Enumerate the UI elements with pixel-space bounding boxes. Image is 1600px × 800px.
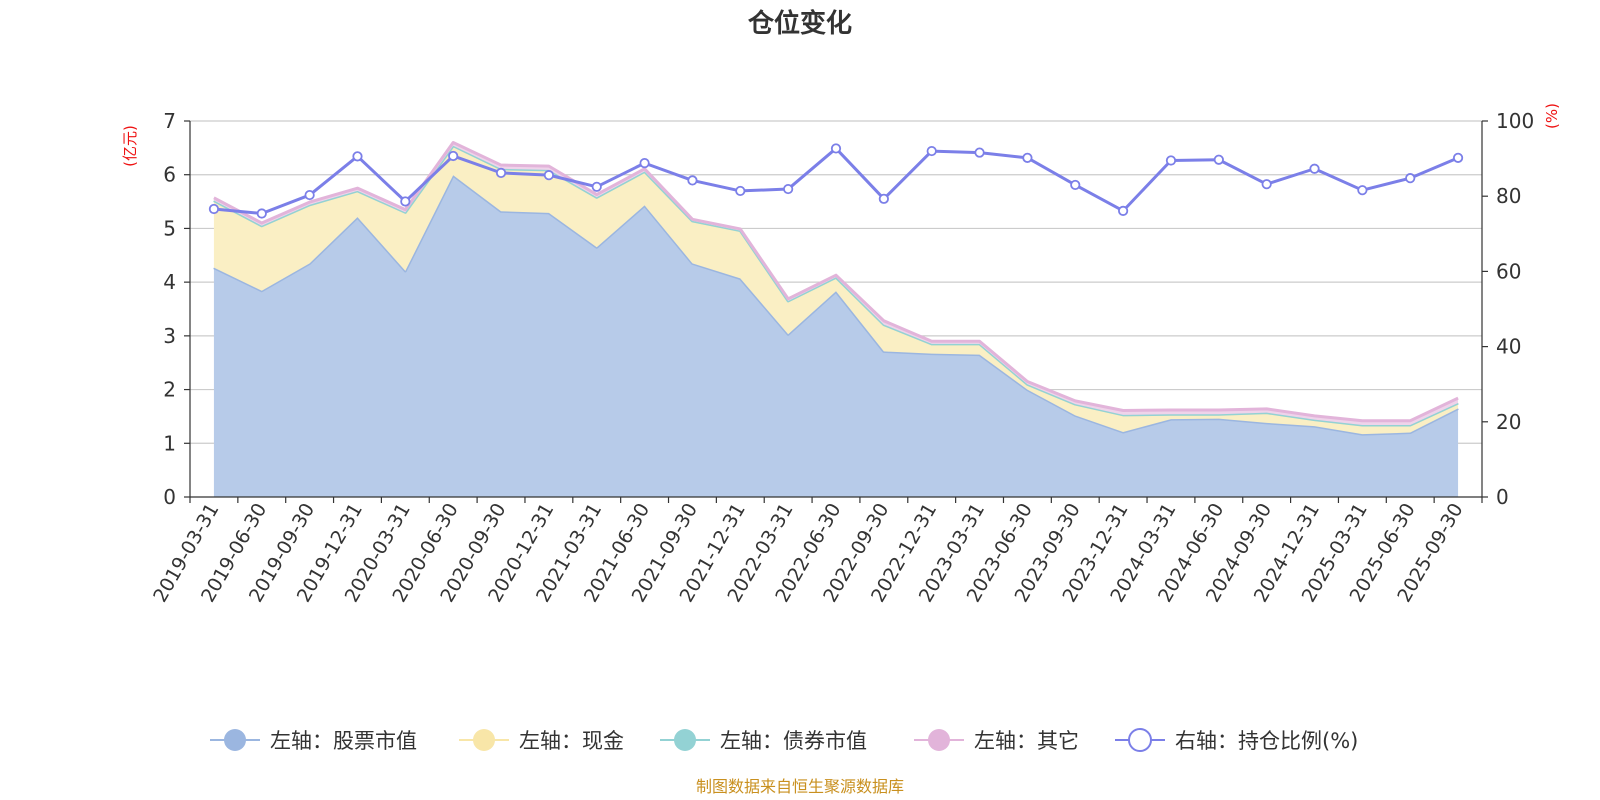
position-ratio-point xyxy=(830,143,842,154)
legend: 左轴：股票市值 左轴：现金 左轴：债券市值 左轴：其它 右轴：持仓比例(%) xyxy=(210,728,1358,753)
position-ratio-point xyxy=(687,175,698,186)
position-ratio-polyline xyxy=(213,146,1459,215)
position-ratio-point xyxy=(1070,179,1081,191)
position-ratio-point xyxy=(448,150,459,162)
position-ratio-point xyxy=(1022,152,1033,163)
right-tick-label: 20 xyxy=(1496,410,1521,434)
left-tick-label: 0 xyxy=(163,485,176,509)
legend-marker xyxy=(1128,728,1152,752)
axes xyxy=(189,121,1483,498)
x-axis-ticks: 2019-03-312019-06-302019-09-302019-12-31… xyxy=(149,497,1483,606)
position-ratio-point xyxy=(1309,163,1320,174)
position-ratio-point xyxy=(878,193,889,204)
left-tick-label: 7 xyxy=(163,109,176,133)
left-tick-label: 2 xyxy=(163,378,176,402)
legend-marker xyxy=(928,729,950,751)
left-tick-label: 1 xyxy=(163,431,176,455)
left-tick-label: 5 xyxy=(163,216,176,240)
position-ratio-line xyxy=(208,143,1464,219)
right-axis-ticks: 0 20 40 60 80 100 xyxy=(1482,109,1534,509)
position-ratio-point xyxy=(735,185,746,197)
position-ratio-point xyxy=(1357,185,1368,196)
legend-label: 左轴：债券市值 xyxy=(720,729,867,753)
right-tick-label: 80 xyxy=(1496,184,1521,208)
legend-marker xyxy=(473,729,495,751)
position-ratio-point xyxy=(1261,179,1272,190)
left-tick-label: 6 xyxy=(163,163,176,187)
position-ratio-point xyxy=(974,147,985,158)
position-ratio-point xyxy=(591,181,602,192)
left-axis-ticks: 0 1 2 3 4 5 6 7 xyxy=(163,109,190,509)
position-ratio-point xyxy=(783,183,794,195)
right-tick-label: 60 xyxy=(1496,259,1521,283)
position-ratio-point xyxy=(926,145,937,157)
right-tick-label: 100 xyxy=(1496,109,1534,133)
chart-title: 仓位变化 xyxy=(747,8,852,39)
legend-marker xyxy=(674,729,696,751)
legend-label: 左轴：现金 xyxy=(519,729,624,753)
left-tick-label: 3 xyxy=(163,324,176,348)
position-ratio-point xyxy=(543,170,554,181)
right-axis-unit: (%) xyxy=(1543,103,1561,129)
legend-marker xyxy=(224,729,246,751)
right-tick-label: 40 xyxy=(1496,335,1521,359)
position-ratio-point xyxy=(495,167,507,178)
position-ratio-point xyxy=(1165,155,1177,166)
position-ratio-point xyxy=(400,196,411,207)
position-ratio-point xyxy=(1405,173,1416,184)
position-ratio-point xyxy=(208,203,220,215)
stacked-areas xyxy=(213,140,1459,497)
area-series-1 xyxy=(213,145,1459,435)
position-ratio-point xyxy=(1213,154,1224,165)
right-tick-label: 0 xyxy=(1496,485,1509,509)
position-ratio-point xyxy=(1118,205,1129,216)
legend-label: 左轴：其它 xyxy=(974,729,1079,753)
legend-label: 左轴：股票市值 xyxy=(270,729,417,753)
position-ratio-point xyxy=(639,158,650,169)
source-note: 制图数据来自恒生聚源数据库 xyxy=(696,777,904,796)
legend-label: 右轴：持仓比例(%) xyxy=(1175,729,1358,753)
left-tick-label: 4 xyxy=(163,270,176,294)
position-ratio-point xyxy=(304,189,315,201)
position-ratio-point xyxy=(256,208,267,219)
position-ratio-point xyxy=(352,151,363,162)
position-ratio-point xyxy=(1452,152,1464,163)
left-axis-unit: (亿元) xyxy=(121,125,139,167)
area-series-0 xyxy=(213,175,1459,497)
